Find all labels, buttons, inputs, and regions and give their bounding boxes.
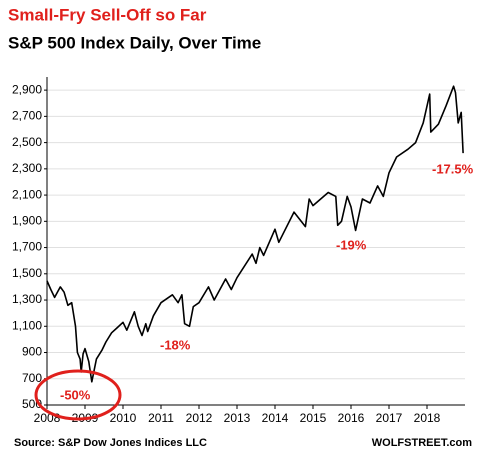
y-tick-label: 1,700: [12, 240, 42, 254]
y-tick-label: 1,500: [12, 266, 42, 280]
annotation: -18%: [160, 337, 191, 352]
x-tick-label: 2014: [262, 411, 289, 425]
x-tick-label: 2018: [414, 411, 441, 425]
y-tick-label: 2,300: [12, 161, 42, 175]
y-tick-label: 1,300: [12, 292, 42, 306]
x-tick-label: 2008: [34, 411, 61, 425]
x-tick-label: 2011: [148, 411, 174, 425]
annotation: -17.5%: [432, 161, 474, 176]
brand: WOLFSTREET.com: [372, 437, 472, 449]
x-tick-label: 2016: [338, 411, 365, 425]
y-tick-label: 2,700: [12, 109, 42, 123]
annotation: -19%: [336, 237, 367, 252]
x-tick-label: 2013: [224, 411, 251, 425]
highlight-circle: [34, 369, 122, 421]
chart-subtitle: S&P 500 Index Daily, Over Time: [8, 33, 261, 52]
y-tick-label: 2,900: [12, 82, 42, 96]
x-tick-label: 2015: [300, 411, 327, 425]
x-tick-label: 2017: [376, 411, 403, 425]
x-tick-label: 2010: [110, 411, 137, 425]
y-tick-label: 2,100: [12, 187, 42, 201]
price-line: [46, 85, 464, 383]
chart-title: Small-Fry Sell-Off so Far: [8, 5, 207, 24]
y-tick-label: 2,500: [12, 135, 42, 149]
y-tick-label: 1,900: [12, 213, 42, 227]
x-tick-label: 2012: [186, 411, 213, 425]
plot-area: 5007009001,1001,3001,5001,7001,9002,1002…: [12, 77, 465, 425]
y-tick-label: 700: [22, 371, 42, 385]
source: Source: S&P Dow Jones Indices LLC: [14, 437, 207, 449]
y-tick-label: 1,100: [12, 318, 42, 332]
annotation: -50%: [60, 387, 91, 402]
y-tick-label: 900: [22, 345, 42, 359]
